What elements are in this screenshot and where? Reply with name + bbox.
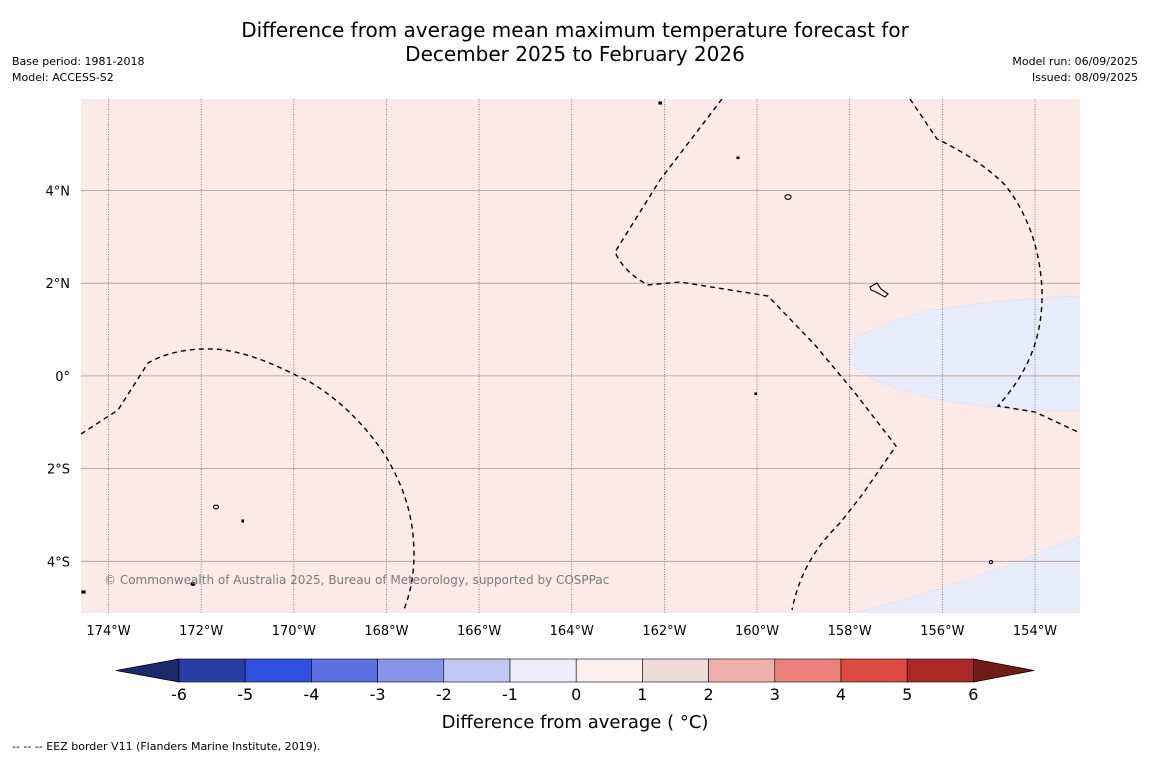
colorbar-swatch (575, 658, 643, 683)
colorbar-title: Difference from average ( °C) (442, 712, 709, 733)
colorbar-swatch (840, 658, 908, 683)
cool-region-east (847, 295, 1080, 412)
longitude-labels: 174°W 172°W 170°W 168°W 166°W 164°W 162°W 160°W… (86, 624, 1057, 639)
latitude-label: 4°S (47, 555, 70, 570)
island (190, 582, 196, 586)
model-name: Model: ACCESS-S2 (12, 71, 114, 84)
colorbar-tick-label: -2 (436, 685, 452, 704)
latitude-labels: 4°N 2°N 0° 2°S 4°S (46, 185, 71, 571)
longitude-label: 160°W (735, 624, 779, 639)
longitude-label: 162°W (642, 624, 686, 639)
cool-region-southeast (854, 535, 1080, 613)
longitude-label: 174°W (86, 624, 130, 639)
colorbar-swatch (178, 658, 246, 683)
colorbar: -6 -5 -4 -3 -2 -1 0 1 2 3 4 5 6 (115, 658, 1035, 704)
colorbar-tick-label: -6 (171, 685, 187, 704)
title-line-1: Difference from average mean maximum tem… (241, 18, 909, 42)
colorbar-swatch (642, 658, 709, 683)
colorbar-tick-label: 2 (704, 685, 714, 704)
latitude-label: 0° (55, 370, 70, 385)
colorbar-swatch (708, 658, 776, 683)
colorbar-over-arrow (973, 658, 1035, 683)
island (869, 282, 889, 298)
island (81, 590, 86, 594)
eez-border-central (614, 99, 897, 611)
longitude-label: 170°W (272, 624, 316, 639)
colorbar-swatch (443, 658, 511, 683)
colorbar-tick-label: 1 (637, 685, 647, 704)
colorbar-tick-label: 6 (968, 685, 978, 704)
colorbar-swatch (244, 658, 312, 683)
colorbar-tick-label: -5 (237, 685, 253, 704)
base-period: Base period: 1981-2018 (12, 55, 145, 68)
eez-borders (81, 99, 1079, 613)
island (784, 194, 792, 200)
colorbar-swatch (377, 658, 445, 683)
colorbar-tick-label: -4 (303, 685, 319, 704)
graticule (81, 99, 1080, 613)
colorbar-tick-label: 0 (571, 685, 581, 704)
longitude-label: 158°W (828, 624, 872, 639)
colorbar-tick-label: 5 (902, 685, 912, 704)
latitude-label: 2°N (46, 277, 71, 292)
colorbar-tick-label: 4 (836, 685, 846, 704)
longitude-label: 166°W (457, 624, 501, 639)
model-run: Model run: 06/09/2025 (1012, 55, 1138, 68)
longitude-label: 164°W (550, 624, 594, 639)
issued-date: Issued: 08/09/2025 (1031, 71, 1138, 84)
colorbar-tick-label: -1 (502, 685, 518, 704)
longitude-label: 168°W (364, 624, 408, 639)
longitude-label: 172°W (179, 624, 223, 639)
island (658, 101, 663, 105)
title-line-2: December 2025 to February 2026 (405, 42, 745, 66)
footer-note: -- -- -- EEZ border V11 (Flanders Marine… (12, 740, 321, 753)
island (754, 392, 758, 396)
copyright-notice: © Commonwealth of Australia 2025, Bureau… (104, 573, 609, 587)
colorbar-swatch (774, 658, 842, 683)
map-title: Difference from average mean maximum tem… (0, 18, 1150, 66)
metadata-right: Model run: 06/09/2025 Issued: 08/09/2025 (1012, 54, 1138, 86)
colorbar-tick-label: 3 (770, 685, 780, 704)
longitude-label: 156°W (920, 624, 964, 639)
eez-border-east (909, 99, 1079, 433)
islands (81, 101, 994, 594)
island (988, 559, 994, 565)
longitude-label: 154°W (1013, 624, 1057, 639)
island (241, 519, 245, 523)
island (212, 504, 220, 510)
colorbar-tick-label: -3 (370, 685, 386, 704)
latitude-label: 4°N (46, 185, 71, 200)
island (736, 156, 740, 160)
colorbar-swatch (906, 658, 974, 683)
colorbar-swatch (311, 658, 378, 683)
eez-border-west (81, 348, 415, 613)
metadata-left: Base period: 1981-2018 Model: ACCESS-S2 (12, 54, 144, 86)
colorbar-under-arrow (115, 658, 180, 683)
colorbar-swatch (509, 658, 577, 683)
latitude-label: 2°S (47, 463, 70, 478)
